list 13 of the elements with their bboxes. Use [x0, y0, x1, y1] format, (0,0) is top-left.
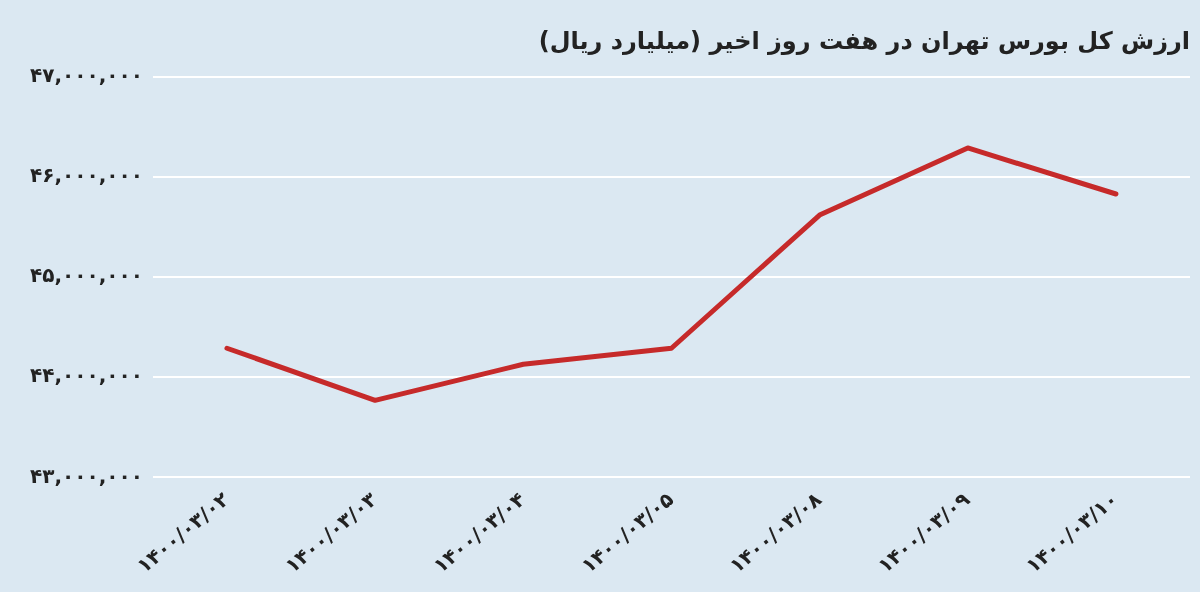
x-tick-label: ۱۴۰۰/۰۳/۰۲ — [132, 487, 234, 578]
y-tick-label: ۴۵,۰۰۰,۰۰۰ — [29, 263, 143, 288]
y-tick-label: ۴۳,۰۰۰,۰۰۰ — [29, 463, 143, 488]
x-tick-label: ۱۴۰۰/۰۳/۰۸ — [724, 487, 827, 578]
chart-title: ارزش کل بورس تهران در هفت روز اخیر (میلیارد ریال) — [538, 26, 1190, 55]
x-tick-label: ۱۴۰۰/۰۳/۱۰ — [1021, 487, 1123, 578]
y-tick-label: ۴۶,۰۰۰,۰۰۰ — [29, 163, 143, 188]
x-tick-label: ۱۴۰۰/۰۳/۰۹ — [872, 487, 975, 578]
x-tick-label: ۱۴۰۰/۰۳/۰۵ — [576, 487, 678, 578]
x-tick-label: ۱۴۰۰/۰۳/۰۳ — [280, 487, 382, 578]
y-tick-label: ۴۴,۰۰۰,۰۰۰ — [29, 363, 143, 388]
y-tick-label: ۴۷,۰۰۰,۰۰۰ — [29, 63, 143, 87]
x-tick-label: ۱۴۰۰/۰۳/۰۴ — [428, 487, 530, 578]
